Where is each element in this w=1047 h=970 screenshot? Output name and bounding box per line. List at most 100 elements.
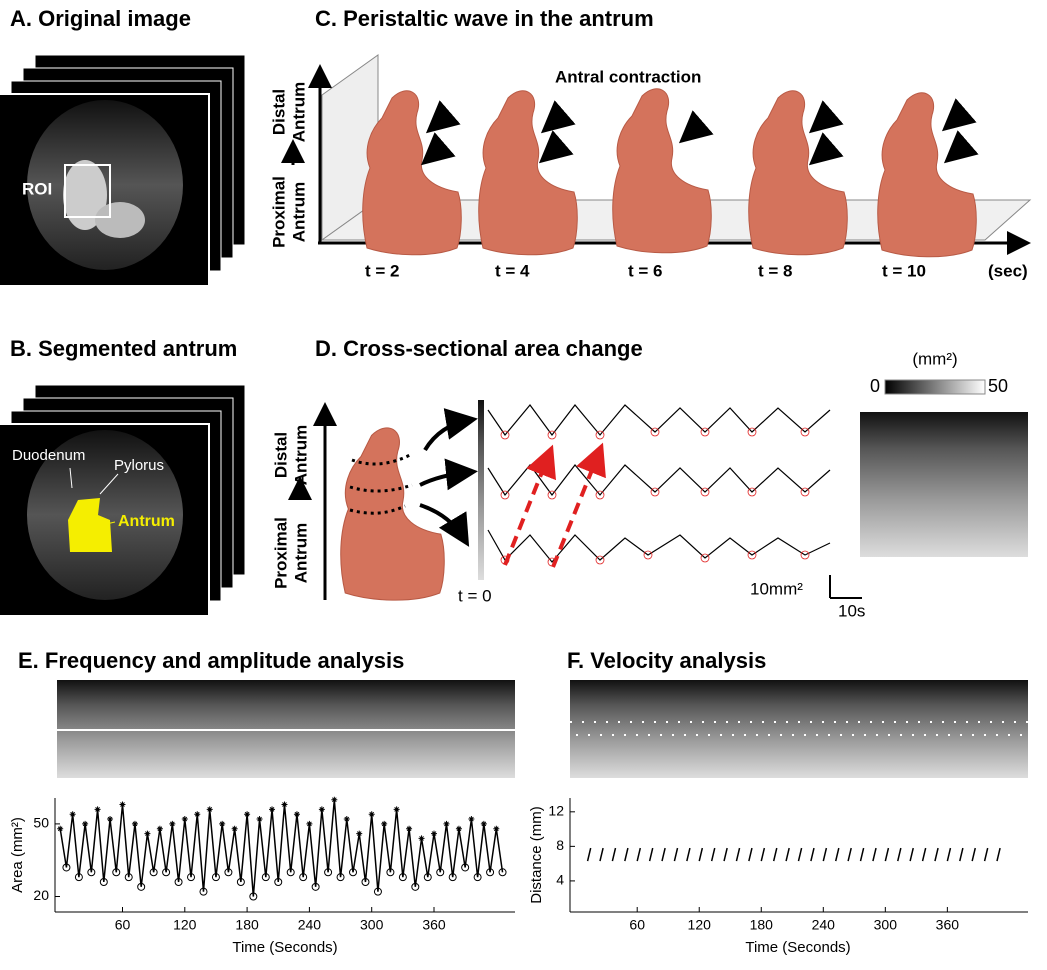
velocity-segment — [661, 847, 666, 862]
area-trace — [59, 799, 504, 897]
velocity-segment — [971, 847, 977, 862]
peak-marker — [119, 801, 126, 808]
trough-marker — [249, 892, 258, 901]
peak-marker — [281, 801, 288, 808]
axis-label: Proximal — [271, 517, 290, 589]
time-label: t = 6 — [628, 261, 663, 280]
kymograph — [570, 680, 1028, 778]
peak-marker — [269, 806, 276, 813]
colorbar-max: 50 — [988, 376, 1008, 396]
peak-marker — [206, 806, 213, 813]
image-stack — [0, 54, 246, 287]
trough-marker — [411, 882, 420, 891]
colorbar-min: 0 — [870, 376, 880, 396]
axes-3d — [281, 54, 1032, 258]
y-axis-label: Area (mm²) — [9, 817, 26, 893]
trough-marker — [336, 873, 345, 882]
peak-marker — [244, 811, 251, 818]
trough-marker — [286, 868, 295, 877]
trough-marker — [74, 873, 83, 882]
trough-marker — [236, 877, 245, 886]
trough-marker — [162, 868, 171, 877]
panel-title: E. Frequency and amplitude analysis — [18, 648, 404, 673]
peak-marker — [431, 830, 438, 837]
x-tick-label: 240 — [298, 917, 322, 933]
velocity-segment — [996, 847, 1001, 862]
roi-label: ROI — [22, 179, 52, 198]
trough-marker — [124, 873, 133, 882]
velocity-segment — [599, 847, 604, 862]
time-label: t = 4 — [495, 261, 530, 280]
velocity-segment — [959, 847, 964, 862]
y-tick-label: 20 — [33, 887, 49, 903]
trough-marker — [87, 868, 96, 877]
trough-marker — [498, 868, 507, 877]
peak-marker — [256, 816, 263, 823]
axis-label: Distal — [269, 89, 288, 135]
peak-marker — [368, 811, 375, 818]
time-label: t = 10 — [882, 261, 926, 280]
velocity-segment — [909, 847, 914, 862]
panel-title: A. Original image — [10, 6, 191, 31]
illustration — [288, 379, 1028, 601]
trough-marker — [211, 873, 220, 882]
image-stack — [0, 384, 246, 617]
velocity-segment — [921, 847, 927, 862]
velocity-segment — [934, 847, 939, 862]
velocity-segment — [723, 847, 728, 862]
x-tick-label: 300 — [360, 917, 384, 933]
panel-title: B. Segmented antrum — [10, 336, 237, 361]
peak-marker — [107, 816, 114, 823]
peak-marker — [468, 816, 475, 823]
y-tick-label: 12 — [548, 803, 564, 819]
panel-title: C. Peristaltic wave in the antrum — [315, 6, 654, 31]
trough-marker — [461, 863, 470, 872]
trough-marker — [224, 868, 233, 877]
scale-label: 10s — [838, 601, 865, 620]
y-tick-label: 8 — [556, 837, 564, 853]
peak-marker — [69, 811, 76, 818]
trough-marker — [261, 873, 270, 882]
trough-marker — [149, 868, 158, 877]
trough-marker — [187, 873, 196, 882]
trough-marker — [311, 882, 320, 891]
peak-marker — [219, 820, 226, 827]
peak-marker — [393, 806, 400, 813]
unit-label: (sec) — [988, 261, 1028, 280]
panel-title: F. Velocity analysis — [567, 648, 766, 673]
peak-marker — [331, 796, 338, 803]
scale-label: 10mm² — [750, 579, 803, 598]
x-tick-label: 60 — [115, 917, 131, 933]
peak-marker — [306, 820, 313, 827]
peak-marker — [406, 825, 413, 832]
axis-label: Antrum — [291, 425, 310, 485]
velocity-segment — [983, 847, 989, 862]
trough-marker — [473, 873, 482, 882]
trough-marker — [486, 868, 495, 877]
y-axis-label: Distance (mm) — [528, 806, 545, 904]
axis-label: Antrum — [289, 182, 308, 242]
velocity-segment — [586, 847, 592, 862]
duodenum-label: Duodenum — [12, 447, 85, 464]
velocity-segment — [859, 847, 865, 862]
velocity-segment — [847, 847, 852, 862]
peak-marker — [443, 820, 450, 827]
trough-marker — [137, 882, 146, 891]
peak-marker — [356, 830, 363, 837]
peak-marker — [480, 820, 487, 827]
velocity-segment — [785, 847, 790, 862]
x-axis-label: Time (Seconds) — [232, 939, 337, 956]
trough-marker — [349, 868, 358, 877]
peak-marker — [94, 806, 101, 813]
trough-marker — [436, 868, 445, 877]
x-tick-label: 120 — [173, 917, 197, 933]
peak-marker — [455, 825, 462, 832]
start-label: t = 0 — [458, 586, 492, 605]
trough-marker — [299, 873, 308, 882]
trough-marker — [423, 873, 432, 882]
velocity-segment — [636, 847, 642, 862]
velocity-segment — [822, 847, 828, 862]
velocity-segment — [760, 847, 766, 862]
antrum-label: Antrum — [118, 513, 175, 530]
peak-marker — [181, 816, 188, 823]
